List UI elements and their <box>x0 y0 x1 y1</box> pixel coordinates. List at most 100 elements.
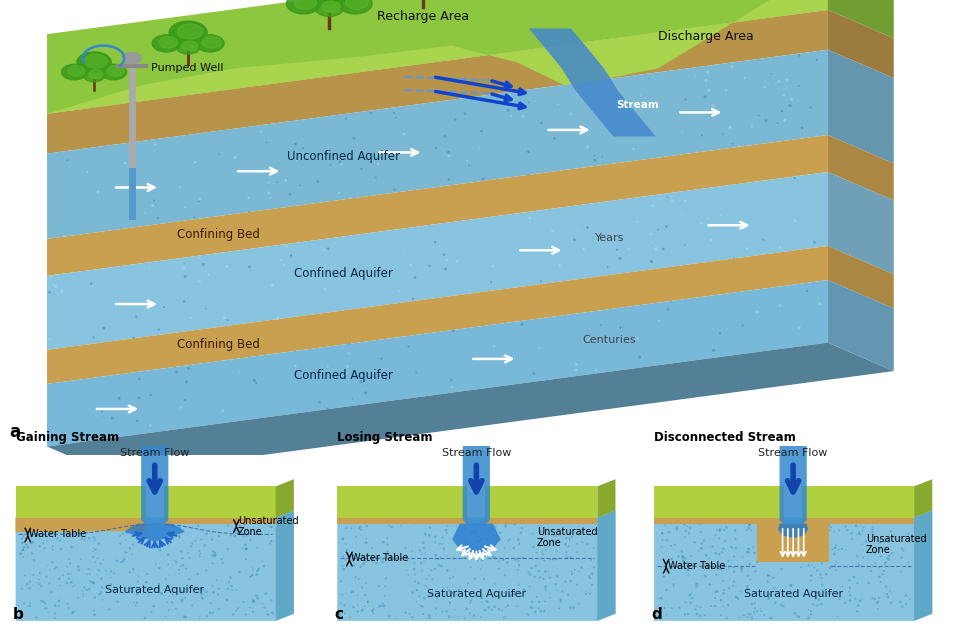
Point <box>160 550 176 560</box>
Polygon shape <box>47 280 828 446</box>
Point <box>809 535 825 545</box>
Point <box>372 551 387 561</box>
Point <box>787 550 803 560</box>
Point <box>715 576 731 586</box>
Point <box>744 121 759 131</box>
Point <box>533 521 548 531</box>
Point <box>204 516 219 526</box>
Point <box>739 525 755 535</box>
Point <box>86 610 102 620</box>
Point <box>716 585 732 595</box>
Point <box>719 523 734 533</box>
Point <box>355 551 371 561</box>
Point <box>409 597 424 607</box>
Point <box>174 587 189 597</box>
Point <box>694 538 709 549</box>
Point <box>174 597 189 607</box>
Point <box>211 531 227 541</box>
Point <box>584 555 599 565</box>
Point <box>60 520 76 530</box>
Point <box>539 545 554 556</box>
Point <box>174 403 189 413</box>
Point <box>283 250 299 260</box>
Point <box>852 530 868 540</box>
Point <box>359 521 374 531</box>
Point <box>374 554 390 564</box>
Point <box>713 210 729 220</box>
Point <box>487 341 502 351</box>
Point <box>810 556 826 566</box>
Point <box>459 604 474 614</box>
Point <box>802 526 817 536</box>
Point <box>88 411 104 421</box>
Point <box>50 533 65 544</box>
Point <box>776 90 791 100</box>
Polygon shape <box>47 135 828 276</box>
Point <box>698 75 713 85</box>
Point <box>538 567 553 577</box>
Point <box>418 530 433 540</box>
Point <box>678 597 693 607</box>
Point <box>823 522 838 532</box>
Point <box>548 579 564 589</box>
Text: Stream: Stream <box>616 100 659 110</box>
Polygon shape <box>337 511 615 621</box>
Point <box>351 523 367 533</box>
Point <box>687 71 703 81</box>
Point <box>337 600 352 611</box>
Point <box>850 601 865 611</box>
Point <box>131 576 146 586</box>
Point <box>763 69 779 79</box>
Point <box>13 549 29 559</box>
Point <box>163 597 179 607</box>
Point <box>155 589 170 599</box>
Text: Centuries: Centuries <box>583 336 636 346</box>
Point <box>400 341 416 351</box>
Point <box>87 535 103 545</box>
Point <box>243 535 258 545</box>
Point <box>335 533 350 544</box>
Point <box>829 589 845 599</box>
Point <box>680 521 695 532</box>
Circle shape <box>315 0 344 16</box>
Point <box>676 555 691 565</box>
Point <box>473 593 489 603</box>
Point <box>192 585 207 595</box>
Point <box>703 235 718 245</box>
Point <box>47 564 62 574</box>
Point <box>126 333 141 343</box>
Point <box>795 532 810 542</box>
Point <box>709 586 725 597</box>
Point <box>144 517 159 527</box>
Point <box>485 261 500 271</box>
Point <box>377 574 393 584</box>
Point <box>533 606 548 616</box>
Point <box>151 213 166 223</box>
Point <box>192 551 207 561</box>
Point <box>278 175 294 185</box>
Point <box>42 578 58 588</box>
Point <box>177 584 192 594</box>
Point <box>850 606 865 616</box>
Point <box>15 546 31 556</box>
Point <box>125 532 140 542</box>
Polygon shape <box>778 523 808 538</box>
Point <box>346 602 361 612</box>
Point <box>312 397 327 407</box>
Point <box>316 245 331 255</box>
Point <box>379 549 395 559</box>
Circle shape <box>158 37 178 48</box>
Point <box>132 374 147 384</box>
Point <box>822 520 837 530</box>
Point <box>428 550 444 561</box>
Circle shape <box>108 66 124 76</box>
Point <box>380 546 396 556</box>
Point <box>22 576 37 586</box>
Point <box>333 599 348 609</box>
Point <box>759 529 775 539</box>
Point <box>760 576 776 586</box>
Point <box>678 609 693 619</box>
Point <box>884 548 900 558</box>
Point <box>400 570 416 580</box>
Point <box>849 521 864 531</box>
